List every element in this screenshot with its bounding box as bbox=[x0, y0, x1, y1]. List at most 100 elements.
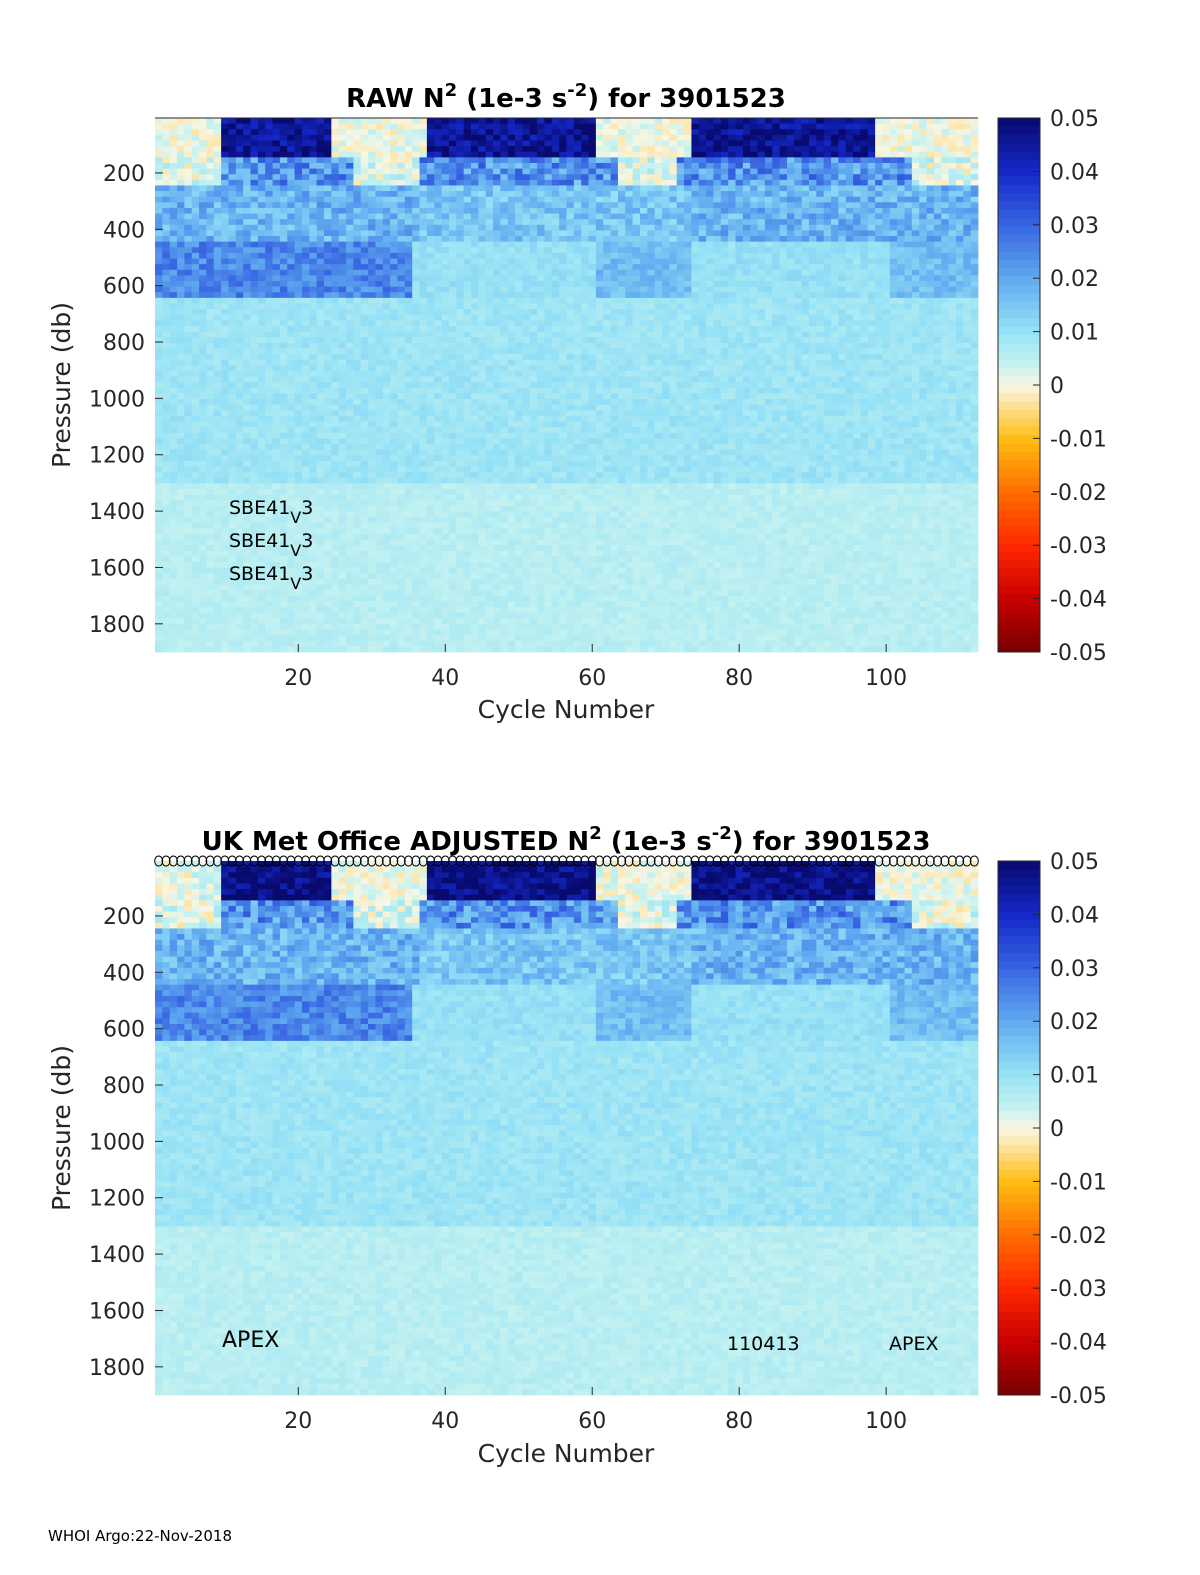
heatmap-cell bbox=[280, 236, 288, 242]
heatmap-cell bbox=[236, 337, 244, 343]
heatmap-cell bbox=[236, 388, 244, 394]
heatmap-cell bbox=[361, 585, 369, 591]
heatmap-cell bbox=[464, 601, 472, 607]
heatmap-cell bbox=[155, 540, 163, 546]
heatmap-cell bbox=[192, 247, 200, 253]
heatmap-cell bbox=[353, 332, 361, 338]
heatmap-cell bbox=[265, 354, 273, 360]
heatmap-cell bbox=[368, 281, 376, 287]
heatmap-cell bbox=[324, 135, 332, 141]
heatmap-cell bbox=[170, 185, 178, 191]
heatmap-cell bbox=[228, 382, 236, 388]
heatmap-cell bbox=[368, 444, 376, 450]
heatmap-cell bbox=[317, 146, 325, 152]
heatmap-cell bbox=[214, 573, 222, 579]
heatmap-cell bbox=[515, 185, 523, 191]
heatmap-cell bbox=[155, 489, 163, 495]
heatmap-cell bbox=[456, 253, 464, 259]
heatmap-cell bbox=[456, 360, 464, 366]
heatmap-cell bbox=[155, 292, 163, 298]
heatmap-cell bbox=[420, 157, 428, 163]
heatmap-cell bbox=[486, 551, 494, 557]
heatmap-cell bbox=[273, 433, 281, 439]
heatmap-cell bbox=[162, 270, 170, 276]
heatmap-cell bbox=[471, 405, 479, 411]
heatmap-cell bbox=[162, 157, 170, 163]
heatmap-cell bbox=[464, 646, 472, 652]
heatmap-cell bbox=[251, 270, 259, 276]
heatmap-cell bbox=[331, 230, 339, 236]
heatmap-cell bbox=[530, 281, 538, 287]
heatmap-cell bbox=[324, 613, 332, 619]
heatmap-cell bbox=[530, 169, 538, 175]
heatmap-cell bbox=[515, 388, 523, 394]
heatmap-cell bbox=[236, 422, 244, 428]
heatmap-cell bbox=[236, 467, 244, 473]
heatmap-cell bbox=[500, 348, 508, 354]
heatmap-cell bbox=[361, 551, 369, 557]
heatmap-cell bbox=[464, 506, 472, 512]
heatmap-cell bbox=[339, 511, 347, 517]
heatmap-cell bbox=[177, 388, 185, 394]
heatmap-cell bbox=[177, 354, 185, 360]
heatmap-cell bbox=[420, 264, 428, 270]
heatmap-cell bbox=[170, 382, 178, 388]
heatmap-cell bbox=[162, 337, 170, 343]
heatmap-cell bbox=[346, 298, 354, 304]
heatmap-cell bbox=[295, 422, 303, 428]
heatmap-cell bbox=[464, 450, 472, 456]
heatmap-cell bbox=[383, 118, 391, 124]
heatmap-cell bbox=[471, 556, 479, 562]
heatmap-cell bbox=[515, 601, 523, 607]
heatmap-cell bbox=[251, 292, 259, 298]
heatmap-cell bbox=[397, 585, 405, 591]
heatmap-cell bbox=[383, 433, 391, 439]
heatmap-cell bbox=[184, 478, 192, 484]
heatmap-cell bbox=[251, 185, 259, 191]
heatmap-cell bbox=[361, 613, 369, 619]
heatmap-cell bbox=[449, 630, 457, 636]
heatmap-cell bbox=[405, 450, 413, 456]
heatmap-cell bbox=[228, 208, 236, 214]
heatmap-cell bbox=[456, 489, 464, 495]
heatmap-cell bbox=[427, 343, 435, 349]
heatmap-cell bbox=[464, 298, 472, 304]
heatmap-cell bbox=[486, 568, 494, 574]
heatmap-cell bbox=[287, 393, 295, 399]
heatmap-cell bbox=[265, 444, 273, 450]
heatmap-cell bbox=[199, 393, 207, 399]
heatmap-cell bbox=[405, 534, 413, 540]
heatmap-cell bbox=[331, 635, 339, 641]
heatmap-cell bbox=[390, 472, 398, 478]
heatmap-cell bbox=[324, 315, 332, 321]
heatmap-cell bbox=[177, 596, 185, 602]
heatmap-cell bbox=[375, 371, 383, 377]
heatmap-cell bbox=[500, 422, 508, 428]
heatmap-cell bbox=[214, 169, 222, 175]
heatmap-cell bbox=[405, 365, 413, 371]
heatmap-cell bbox=[493, 377, 501, 383]
heatmap-cell bbox=[405, 253, 413, 259]
heatmap-cell bbox=[162, 219, 170, 225]
heatmap-cell bbox=[522, 309, 530, 315]
heatmap-cell bbox=[500, 135, 508, 141]
heatmap-cell bbox=[508, 528, 516, 534]
heatmap-cell bbox=[162, 202, 170, 208]
heatmap-cell bbox=[353, 354, 361, 360]
heatmap-cell bbox=[214, 348, 222, 354]
heatmap-cell bbox=[228, 247, 236, 253]
heatmap-cell bbox=[456, 641, 464, 647]
heatmap-cell bbox=[412, 157, 420, 163]
heatmap-cell bbox=[251, 326, 259, 332]
heatmap-cell bbox=[251, 140, 259, 146]
heatmap-cell bbox=[221, 630, 229, 636]
heatmap-cell bbox=[464, 230, 472, 236]
heatmap-cell bbox=[434, 292, 442, 298]
heatmap-cell bbox=[206, 517, 214, 523]
heatmap-cell bbox=[199, 472, 207, 478]
heatmap-cell bbox=[361, 275, 369, 281]
heatmap-cell bbox=[361, 506, 369, 512]
heatmap-cell bbox=[442, 320, 450, 326]
heatmap-cell bbox=[537, 326, 545, 332]
heatmap-cell bbox=[324, 590, 332, 596]
